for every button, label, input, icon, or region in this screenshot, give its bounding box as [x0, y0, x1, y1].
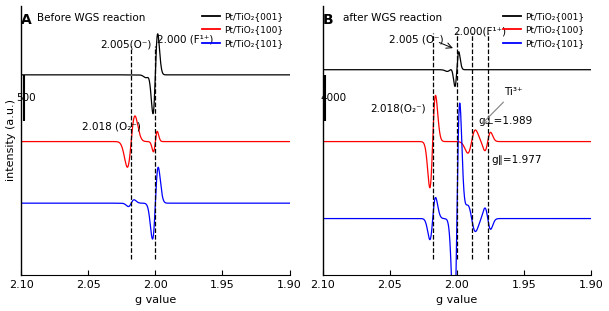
Text: 2.018(O₂⁻): 2.018(O₂⁻): [370, 103, 426, 113]
Text: 2.005(O⁻): 2.005(O⁻): [100, 39, 152, 49]
Text: g∥=1.977: g∥=1.977: [491, 155, 542, 165]
Text: g⊥=1.989: g⊥=1.989: [478, 116, 533, 126]
Text: after WGS reaction: after WGS reaction: [343, 13, 442, 23]
Text: 4000: 4000: [320, 93, 346, 103]
Text: 2.018 (O₂⁻): 2.018 (O₂⁻): [82, 121, 141, 131]
Legend: Pt/TiO₂{001}, Pt/TiO₂{100}, Pt/TiO₂{101}: Pt/TiO₂{001}, Pt/TiO₂{100}, Pt/TiO₂{101}: [501, 10, 586, 50]
Text: 500: 500: [16, 93, 35, 103]
X-axis label: g value: g value: [436, 295, 477, 305]
Text: 2.000 (F¹⁺): 2.000 (F¹⁺): [157, 34, 213, 44]
Legend: Pt/TiO₂{001}, Pt/TiO₂{100}, Pt/TiO₂{101}: Pt/TiO₂{001}, Pt/TiO₂{100}, Pt/TiO₂{101}: [200, 10, 285, 50]
Text: 2.005 (O⁻): 2.005 (O⁻): [389, 34, 444, 44]
Text: Before WGS reaction: Before WGS reaction: [37, 13, 146, 23]
Text: B: B: [323, 13, 333, 27]
Y-axis label: intensity (a.u.): intensity (a.u.): [5, 99, 16, 181]
Text: 2.000(F¹⁺): 2.000(F¹⁺): [453, 26, 506, 36]
Text: Ti³⁺: Ti³⁺: [482, 87, 523, 123]
Text: A: A: [21, 13, 32, 27]
X-axis label: g value: g value: [135, 295, 176, 305]
